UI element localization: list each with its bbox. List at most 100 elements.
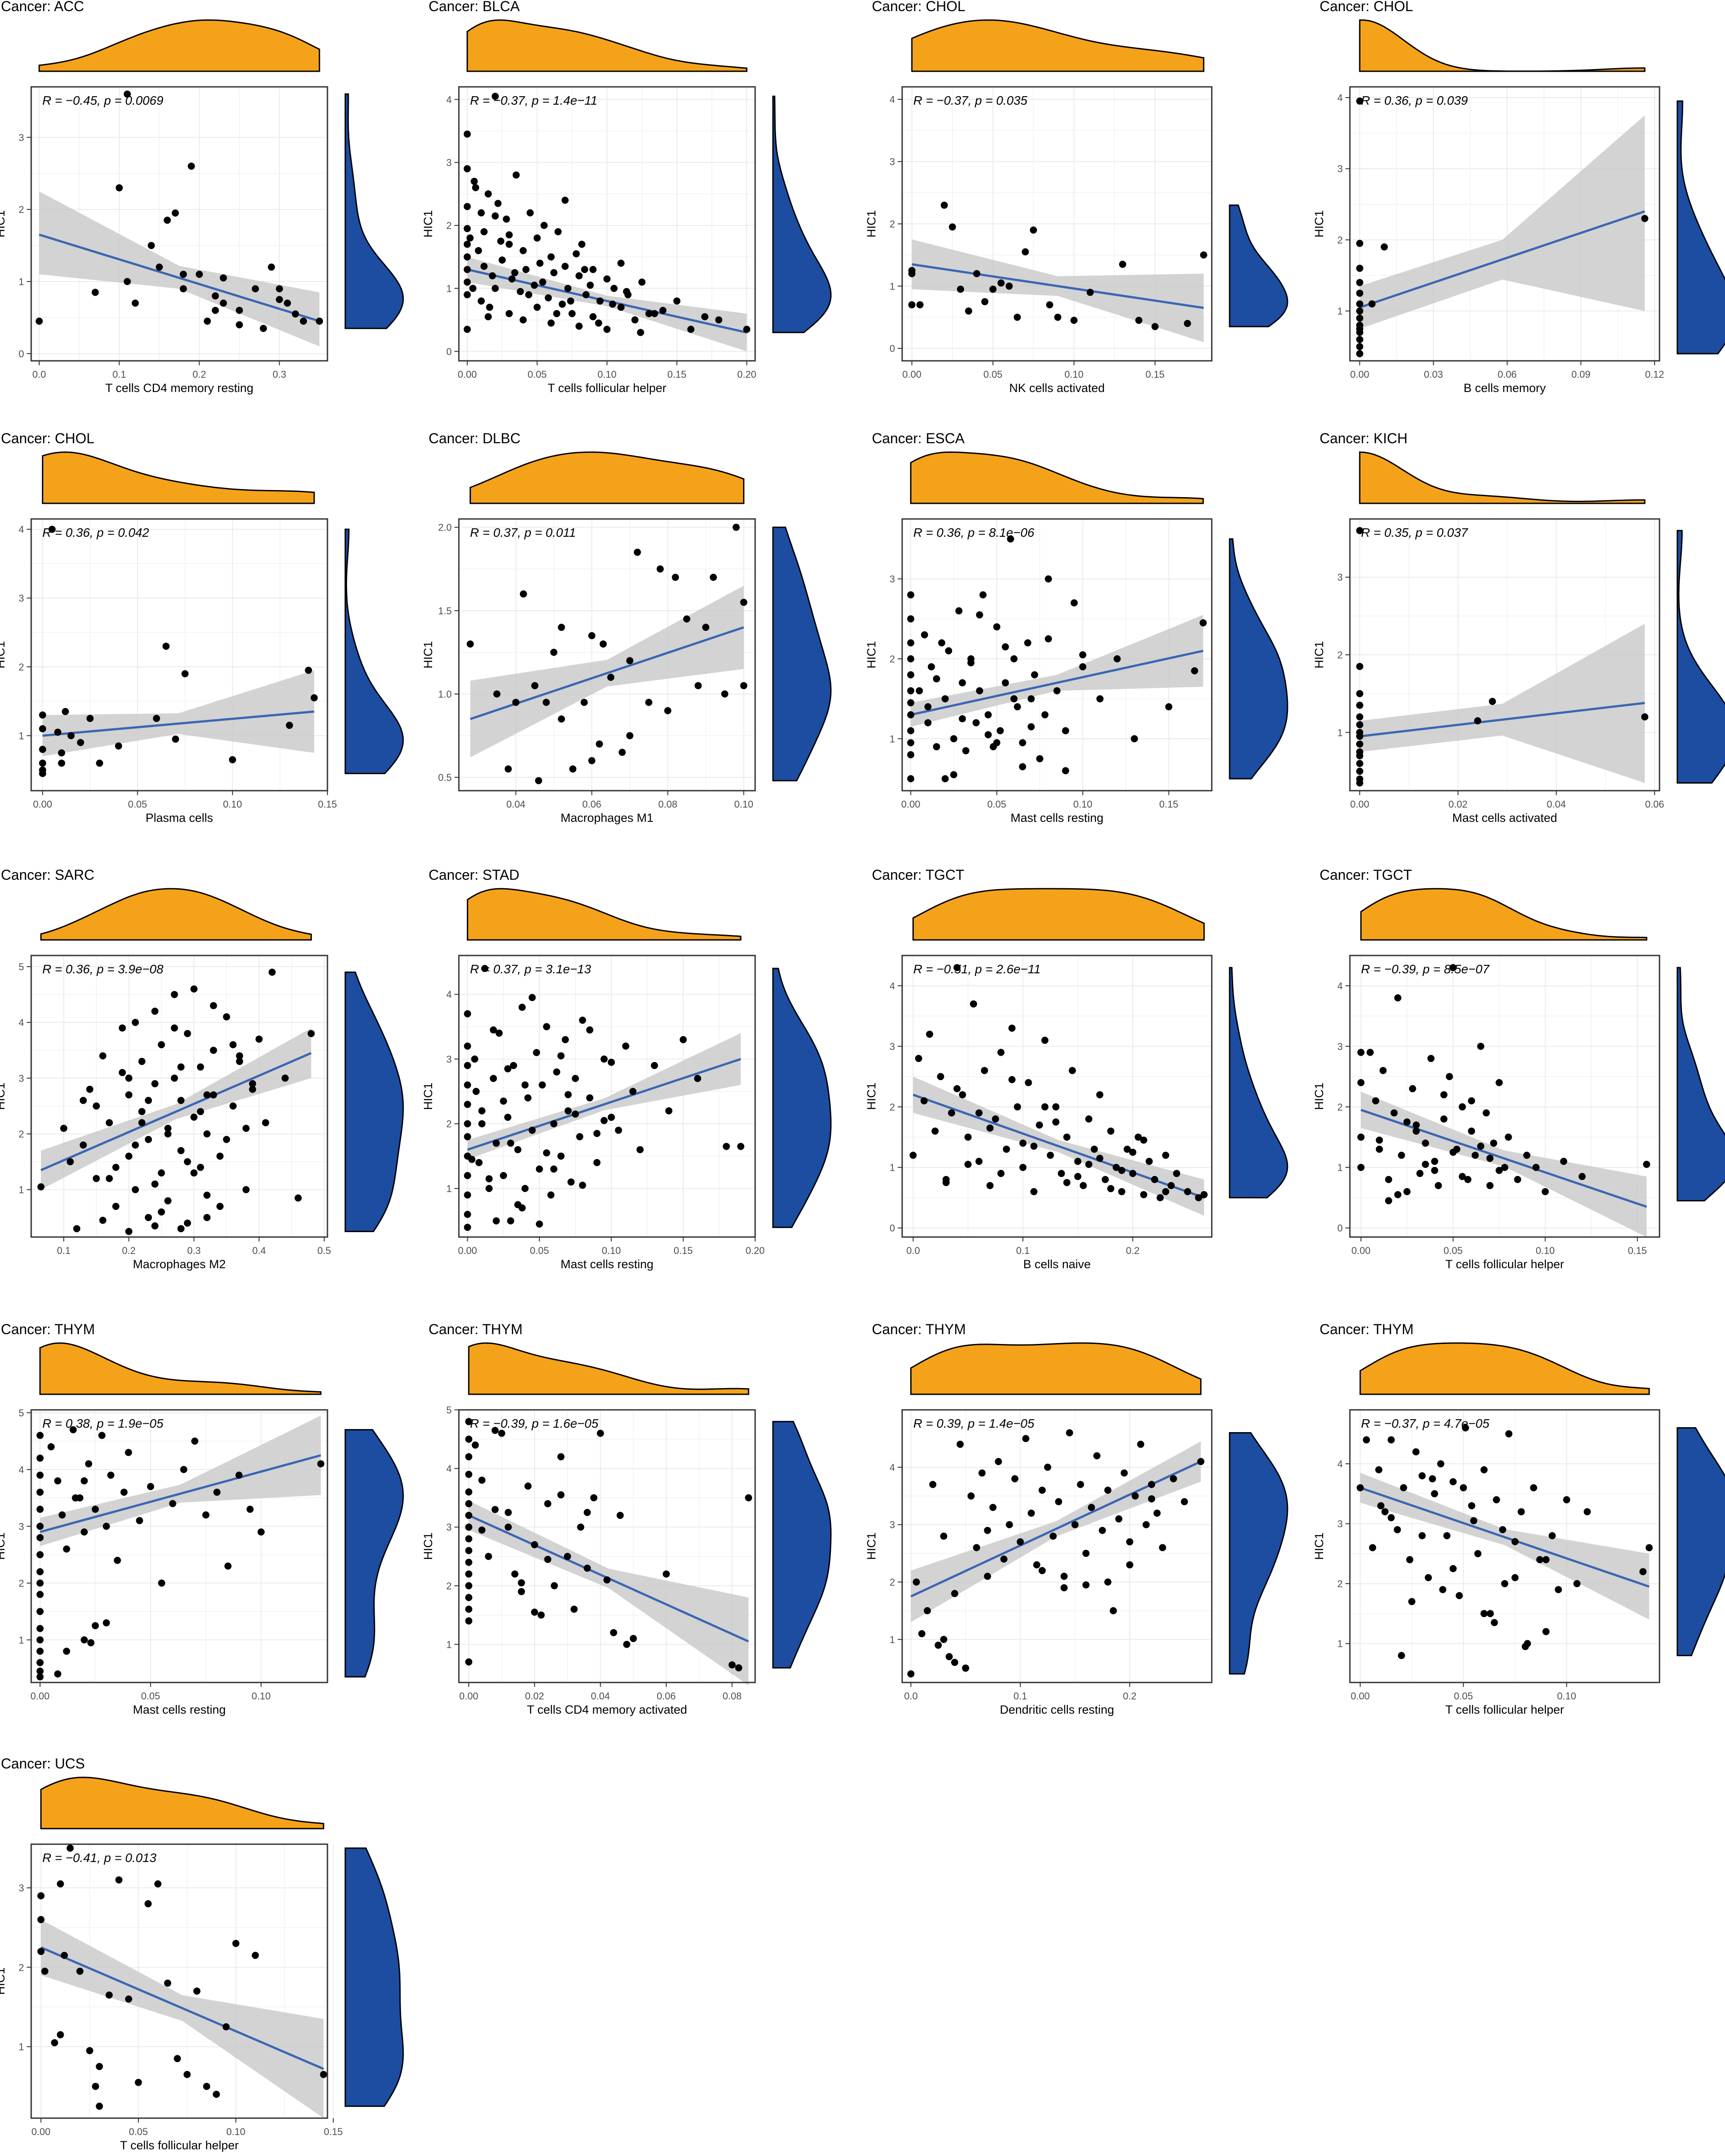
data-point: [54, 728, 61, 736]
data-point: [1010, 655, 1018, 662]
data-point: [478, 1476, 486, 1484]
data-point: [464, 1062, 471, 1069]
data-point: [553, 310, 560, 317]
data-point: [965, 307, 973, 315]
data-point: [36, 1659, 44, 1666]
data-point: [967, 659, 975, 666]
x-tick-label: 0.10: [1557, 1690, 1576, 1702]
points: [37, 1844, 327, 2110]
data-point: [1369, 1544, 1376, 1552]
regression-line: [1359, 702, 1645, 738]
data-point: [554, 228, 562, 236]
panel-title: Cancer: THYM: [872, 1321, 966, 1337]
y-axis-label: HIC1: [1312, 1082, 1326, 1110]
data-point: [1356, 97, 1364, 105]
data-point: [1517, 1508, 1525, 1515]
data-point: [1115, 1515, 1123, 1523]
data-point: [1085, 1115, 1092, 1123]
data-point: [61, 1952, 68, 1959]
data-point: [184, 1219, 191, 1227]
x-tick-label: 0.05: [1454, 1690, 1473, 1702]
data-point: [1477, 1143, 1484, 1150]
data-point: [1197, 1458, 1205, 1465]
x-tick-label: 0.2: [1126, 1245, 1140, 1256]
x-tick-label: 0.00: [458, 1245, 477, 1256]
y-tick-label: 2: [1337, 1578, 1343, 1589]
data-point: [1376, 1145, 1383, 1153]
data-point: [610, 285, 618, 292]
data-point: [36, 1608, 44, 1615]
panel-14: Cancer: THYM 0.00 0.02 0.04 0.06 0.08 1 2 3 4 5 T c…: [421, 1321, 832, 1716]
y-axis-label: HIC1: [865, 641, 878, 669]
panel-title: Cancer: ACC: [1, 0, 84, 14]
data-point: [1439, 1586, 1447, 1593]
data-point: [951, 1590, 958, 1597]
y-density: [1676, 1427, 1725, 1657]
data-point: [1504, 1133, 1512, 1141]
data-point: [975, 1158, 983, 1165]
plot-area: [1350, 1410, 1660, 1682]
data-point: [1443, 1532, 1451, 1539]
data-point: [249, 1086, 256, 1093]
data-point: [268, 263, 275, 271]
data-point: [908, 301, 916, 309]
data-point: [933, 743, 940, 751]
data-point: [99, 1052, 106, 1060]
data-point: [907, 739, 915, 747]
data-point: [584, 1564, 591, 1572]
data-point: [1151, 1176, 1158, 1183]
correlation-annotation: R = 0.38, p = 1.9e−05: [42, 1417, 164, 1430]
data-point: [920, 1097, 928, 1105]
data-point: [123, 90, 131, 98]
confidence-band: [41, 1028, 311, 1190]
data-point: [1440, 1091, 1447, 1098]
x-tick-label: 0.05: [527, 369, 547, 380]
data-point: [1148, 1481, 1155, 1488]
data-point: [519, 590, 527, 598]
x-axis-label: T cells follicular helper: [1445, 1258, 1564, 1271]
data-point: [57, 2031, 64, 2038]
data-point: [463, 165, 471, 172]
data-point: [584, 1509, 591, 1516]
data-point: [151, 1008, 159, 1015]
data-point: [125, 1228, 133, 1235]
x-axis-label: B cells naive: [1023, 1258, 1091, 1271]
data-point: [216, 1203, 224, 1210]
data-point: [494, 200, 502, 207]
data-point: [1022, 1435, 1030, 1442]
data-point: [519, 1004, 526, 1011]
data-point: [489, 272, 496, 280]
y-axis-label: HIC1: [0, 1532, 7, 1560]
data-point: [518, 1588, 525, 1595]
y-tick-label: 1: [890, 281, 895, 292]
data-point: [37, 1183, 45, 1191]
points: [465, 1418, 752, 1672]
data-point: [1356, 760, 1364, 767]
correlation-annotation: R = −0.39, p = 1.6e−05: [470, 1417, 598, 1430]
data-point: [311, 694, 318, 702]
data-point: [1511, 1538, 1519, 1545]
plot-border: [1349, 1409, 1660, 1683]
panel-3: Cancer: CHOL 0.00 0.05 0.10 0.15 0 1 2 3 4 NK cell…: [865, 0, 1288, 395]
y-tick-label: 4: [446, 1463, 452, 1474]
correlation-annotation: R = −0.37, p = 0.035: [913, 94, 1028, 107]
y-tick-label: 1: [19, 2042, 24, 2053]
data-point: [81, 1636, 88, 1644]
data-point: [1403, 1118, 1411, 1126]
data-point: [96, 760, 103, 767]
x-tick-label: 0.10: [1064, 369, 1083, 380]
data-point: [564, 1091, 572, 1098]
x-axis-label: Plasma cells: [146, 811, 213, 825]
data-point: [989, 286, 997, 293]
y-tick-label: 1: [890, 1162, 895, 1173]
y-tick-label: 2: [890, 653, 895, 665]
plot-border: [458, 1409, 756, 1683]
panel-4: Cancer: CHOL 0.00 0.03 0.06 0.09 0.12 1 2 3 4 B ce…: [1312, 0, 1725, 395]
data-point: [553, 1068, 560, 1076]
data-point: [1052, 1103, 1059, 1111]
data-point: [39, 746, 46, 753]
data-point: [1096, 695, 1104, 702]
data-point: [629, 1088, 637, 1095]
data-point: [171, 1074, 178, 1082]
data-point: [463, 253, 471, 261]
